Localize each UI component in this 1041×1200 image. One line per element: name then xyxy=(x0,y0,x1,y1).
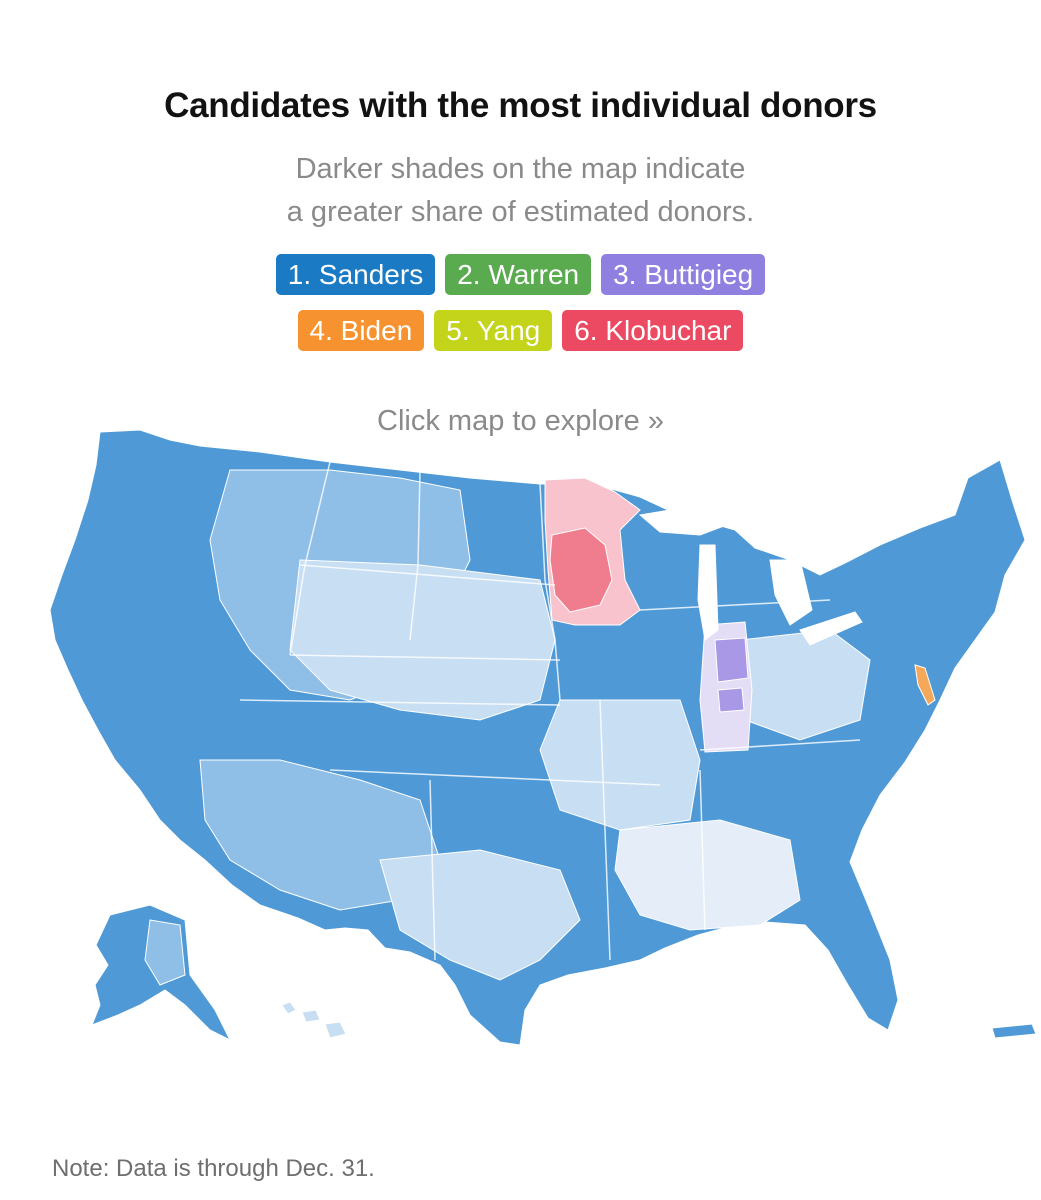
legend-sanders: 1. Sanders xyxy=(275,254,436,295)
puerto-rico-shape[interactable] xyxy=(991,1023,1037,1039)
legend-buttigieg: 3. Buttigieg xyxy=(601,254,766,295)
subtitle-line-2: a greater share of estimated donors. xyxy=(286,196,755,228)
legend-yang: 5. Yang xyxy=(434,310,553,351)
legend-klobuchar: 6. Klobuchar xyxy=(562,310,744,351)
legend-row-1: 1. Sanders 2. Warren 3. Buttigieg xyxy=(0,254,1041,295)
delaware-biden-region[interactable] xyxy=(914,664,936,706)
legend-biden: 4. Biden xyxy=(297,310,425,351)
lake-superior xyxy=(638,504,742,536)
lake-huron xyxy=(769,559,813,626)
alaska-interior xyxy=(144,919,186,986)
subtitle-line-1: Darker shades on the map indicate xyxy=(295,153,746,185)
legend-row-2: 4. Biden 5. Yang 6. Klobuchar xyxy=(0,310,1041,351)
explore-link[interactable]: Click map to explore » xyxy=(377,405,664,437)
legend-warren: 2. Warren xyxy=(445,254,592,295)
great-plains-region xyxy=(289,559,556,721)
us-donor-map[interactable] xyxy=(0,420,1041,1080)
state-borders xyxy=(239,461,861,961)
texas-region xyxy=(379,849,581,981)
minnesota-klobuchar-core[interactable] xyxy=(549,527,613,613)
data-note: Note: Data is through Dec. 31. xyxy=(52,1155,375,1182)
hawaii-shape[interactable] xyxy=(281,1001,347,1039)
page-title: Candidates with the most individual dono… xyxy=(164,86,877,125)
central-region xyxy=(539,699,701,831)
indiana-buttigieg-south[interactable] xyxy=(717,687,745,713)
lake-michigan xyxy=(697,544,719,641)
southeast-region xyxy=(614,819,801,931)
lake-erie xyxy=(799,611,863,646)
indiana-buttigieg-core[interactable] xyxy=(714,637,749,683)
